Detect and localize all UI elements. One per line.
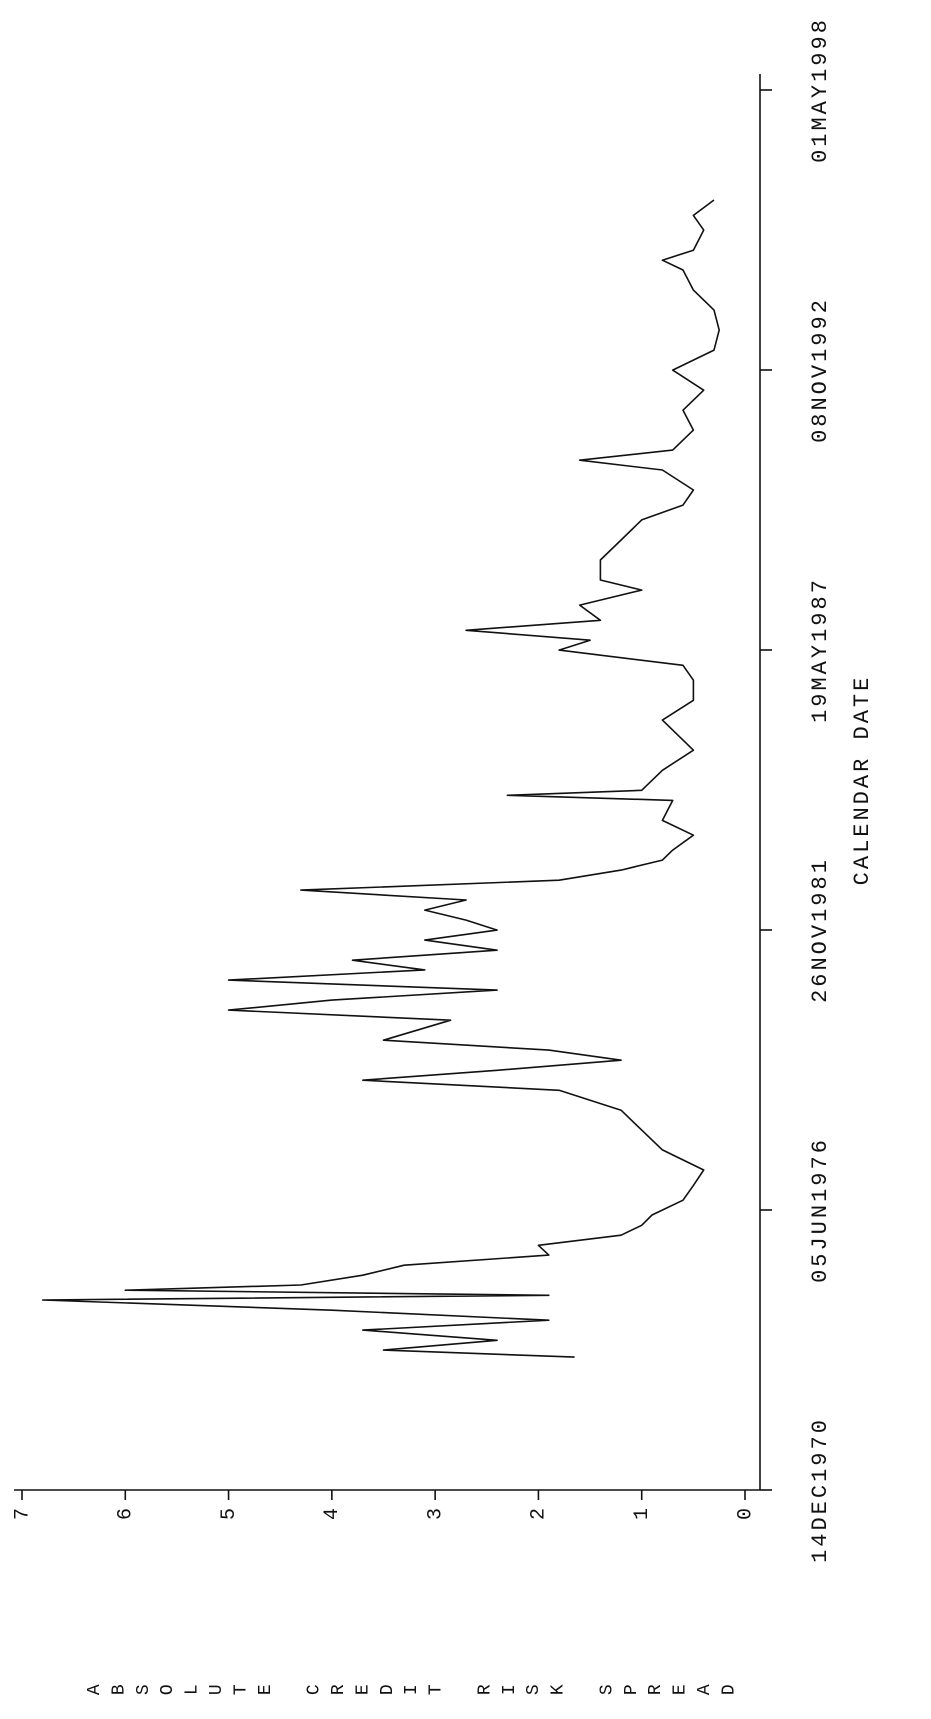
data-line bbox=[41, 199, 720, 1358]
x-axis-title: CALENDAR DATE bbox=[850, 675, 875, 886]
y-tick-label: 7 bbox=[11, 1508, 34, 1520]
y-tick-label: 1 bbox=[631, 1508, 654, 1520]
y-axis-title: ABSOLUTE CREDIT RISK SPREAD bbox=[85, 1680, 744, 1700]
y-tick-label: 4 bbox=[321, 1508, 344, 1520]
x-tick-label: 08NOV1992 bbox=[808, 297, 833, 443]
y-tick-label: 2 bbox=[528, 1508, 551, 1520]
x-tick-label: 05JUN1976 bbox=[808, 1137, 833, 1283]
x-tick-label: 19MAY1987 bbox=[808, 577, 833, 723]
x-tick-label: 14DEC1970 bbox=[808, 1417, 833, 1563]
x-tick-label: 01MAY1998 bbox=[808, 17, 833, 163]
y-tick-label: 0 bbox=[734, 1508, 757, 1520]
y-tick-label: 5 bbox=[218, 1508, 241, 1520]
y-tick-label: 3 bbox=[424, 1508, 447, 1520]
x-tick-label: 26NOV1981 bbox=[808, 857, 833, 1003]
plot-frame: ABSOLUTE CREDIT RISK SPREAD CALENDAR DAT… bbox=[11, 17, 875, 1700]
y-tick-label: 6 bbox=[115, 1508, 138, 1520]
